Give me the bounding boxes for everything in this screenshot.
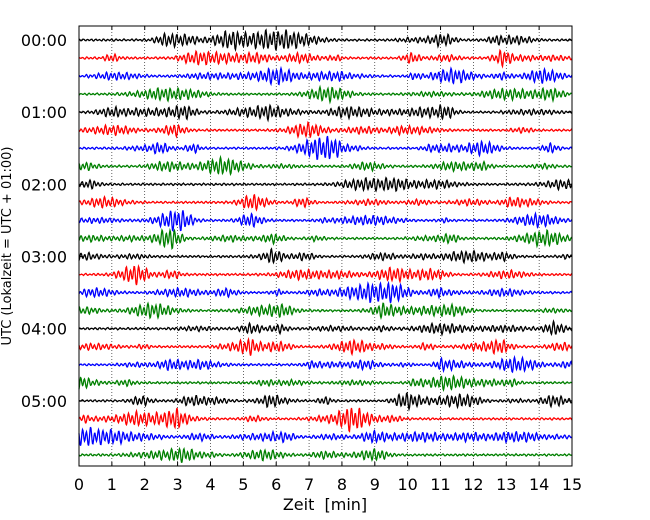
trace-row-17 <box>78 336 573 357</box>
trace-row-9 <box>78 193 573 212</box>
trace-row-14 <box>78 280 573 303</box>
x-tick-label-10: 10 <box>397 475 417 494</box>
trace-row-20 <box>78 391 573 412</box>
trace-row-13 <box>78 263 573 286</box>
trace-row-18 <box>78 354 573 374</box>
trace-row-11 <box>78 227 573 251</box>
trace-row-1 <box>78 48 573 69</box>
x-tick-label-6: 6 <box>271 475 281 494</box>
trace-row-6 <box>78 135 573 160</box>
trace-row-7 <box>78 154 573 177</box>
trace-rows <box>78 28 573 463</box>
y-tick-label-2: 02:00 <box>21 175 67 194</box>
trace-row-23 <box>78 446 573 463</box>
x-tick-label-0: 0 <box>74 475 84 494</box>
vertical-grid <box>111 26 540 466</box>
trace-row-5 <box>78 120 573 139</box>
x-tick-label-12: 12 <box>463 475 483 494</box>
trace-row-0 <box>78 28 573 52</box>
x-tick-label-7: 7 <box>304 475 314 494</box>
x-tick-label-8: 8 <box>337 475 347 494</box>
y-axis-label: UTC (Lokalzeit = UTC + 01:00) <box>0 147 15 346</box>
trace-row-8 <box>78 176 573 193</box>
x-axis-ticks: 0 1 2 3 4 5 6 7 8 9 10 11 12 13 14 15 <box>74 26 582 494</box>
plot-frame <box>78 25 573 467</box>
y-tick-label-1: 01:00 <box>21 103 67 122</box>
x-tick-label-1: 1 <box>107 475 117 494</box>
trace-row-15 <box>78 301 573 321</box>
y-tick-label-5: 05:00 <box>21 392 67 411</box>
x-tick-label-3: 3 <box>173 475 183 494</box>
trace-row-3 <box>78 84 573 105</box>
x-tick-label-14: 14 <box>529 475 549 494</box>
x-tick-label-5: 5 <box>238 475 248 494</box>
x-tick-label-9: 9 <box>370 475 380 494</box>
trace-row-10 <box>78 210 573 232</box>
trace-row-19 <box>78 374 573 392</box>
y-axis-ticks: 00:00 01:00 02:00 03:00 04:00 05:00 <box>21 31 572 411</box>
plot-background <box>79 26 572 466</box>
x-tick-label-13: 13 <box>496 475 516 494</box>
y-tick-label-0: 00:00 <box>21 31 67 50</box>
trace-row-12 <box>78 247 573 265</box>
x-tick-label-15: 15 <box>562 475 582 494</box>
x-axis-label: Zeit [min] <box>283 495 367 514</box>
x-tick-label-2: 2 <box>140 475 150 494</box>
y-tick-label-4: 04:00 <box>21 320 67 339</box>
trace-row-4 <box>78 103 573 123</box>
trace-row-16 <box>78 319 573 337</box>
trace-row-2 <box>78 65 573 87</box>
y-tick-label-3: 03:00 <box>21 247 67 266</box>
x-tick-label-4: 4 <box>205 475 215 494</box>
x-tick-label-11: 11 <box>430 475 450 494</box>
trace-row-21 <box>78 407 573 433</box>
trace-row-22 <box>78 426 573 447</box>
